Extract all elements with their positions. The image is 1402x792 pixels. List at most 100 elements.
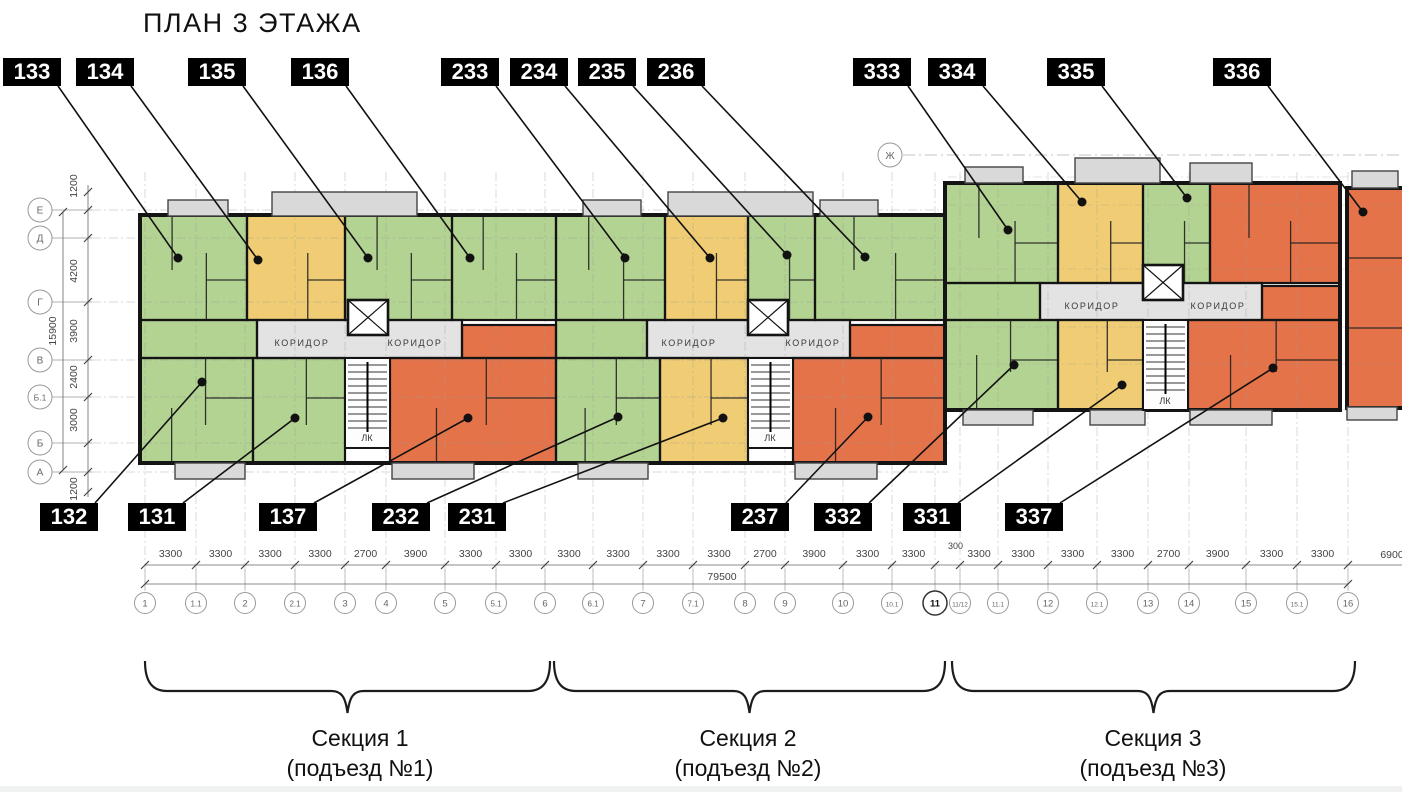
page-title: ПЛАН 3 ЭТАЖА — [143, 8, 362, 38]
unit-number: 231 — [459, 504, 496, 529]
unit-label-134[interactable]: 134 — [76, 58, 263, 265]
dimension-value: 2700 — [753, 548, 777, 560]
axis-bubble-А: А — [27, 459, 92, 485]
leader-dot — [1003, 225, 1013, 235]
dim-tick — [588, 560, 598, 570]
dimension-value: 3300 — [902, 548, 926, 560]
balcony — [1346, 406, 1398, 421]
svg-text:Б.1: Б.1 — [34, 393, 47, 403]
unit-number: 136 — [302, 59, 339, 84]
trailing-dim: 6900 — [1380, 549, 1402, 561]
leader-dot — [363, 253, 373, 263]
dimension-totals: 79500 6900 15900 — [47, 207, 1402, 589]
leader-dot — [613, 412, 623, 422]
svg-text:11/12: 11/12 — [952, 602, 968, 609]
svg-text:9: 9 — [782, 599, 787, 610]
dimension-value: 3300 — [967, 548, 991, 560]
unit-number: 331 — [914, 504, 951, 529]
svg-text:5.1: 5.1 — [490, 600, 502, 609]
unit-label-331[interactable]: 331 — [903, 380, 1127, 532]
elevator-shaft — [1141, 263, 1185, 302]
axis-bubble-11: 11 — [922, 590, 948, 616]
dim-tick — [955, 560, 965, 570]
unit-label-336[interactable]: 336 — [1213, 58, 1368, 217]
dim-tick — [638, 560, 648, 570]
leader-dot — [197, 377, 207, 387]
axis-bubble-13: 13 — [1137, 592, 1159, 614]
unit-label-337[interactable]: 337 — [1005, 363, 1278, 532]
dimension-value: 1200 — [68, 174, 80, 198]
unit-label-234[interactable]: 234 — [510, 58, 715, 263]
apartment-area — [462, 325, 556, 358]
dimension-value: 3300 — [1011, 548, 1035, 560]
dim-tick — [191, 560, 201, 570]
unit-label-135[interactable]: 135 — [188, 58, 373, 263]
balcony — [391, 462, 475, 480]
walls — [138, 157, 1402, 480]
unit-label-334[interactable]: 334 — [928, 58, 1087, 207]
leader-dot — [718, 413, 728, 423]
unit-label-132[interactable]: 132 — [40, 377, 207, 532]
dim-tick — [780, 560, 790, 570]
unit-label-136[interactable]: 136 — [291, 58, 475, 263]
axis-bubble-Е: Е — [27, 197, 92, 223]
unit-number: 235 — [589, 59, 626, 84]
unit-label-233[interactable]: 233 — [441, 58, 630, 263]
axis-bubble-2: 2 — [234, 592, 256, 614]
unit-label-133[interactable]: 133 — [3, 58, 183, 263]
balcony — [577, 462, 649, 480]
staircase — [344, 357, 391, 449]
dimension-value: 2700 — [354, 548, 378, 560]
elevator-shaft — [346, 298, 390, 337]
unit-label-236[interactable]: 236 — [647, 58, 870, 262]
unit-label-137[interactable]: 137 — [259, 413, 473, 532]
svg-text:4: 4 — [383, 599, 388, 610]
dim-tick — [688, 560, 698, 570]
unit-label-232[interactable]: 232 — [372, 412, 623, 532]
unit-label-333[interactable]: 333 — [853, 58, 1013, 235]
leader-dot — [1117, 380, 1127, 390]
axis-bubble-3: 3 — [334, 592, 356, 614]
unit-number: 131 — [139, 504, 176, 529]
apartment-area — [815, 215, 945, 320]
svg-text:Г: Г — [37, 298, 43, 309]
unit-label-237[interactable]: 237 — [731, 412, 873, 532]
apartment-area — [253, 358, 345, 463]
apartment-area — [1262, 286, 1340, 320]
balcony — [167, 199, 229, 217]
unit-number: 132 — [51, 504, 88, 529]
apartment-area — [660, 358, 748, 463]
svg-text:13: 13 — [1143, 599, 1154, 610]
dimension-value: 3900 — [404, 548, 428, 560]
axis-bubble-1.1: 1.1 — [185, 592, 207, 614]
dimension-value: 3300 — [1061, 548, 1085, 560]
axis-bubble-4: 4 — [375, 592, 397, 614]
staircase — [747, 357, 794, 449]
total-height-dim: 15900 — [47, 316, 59, 345]
unit-label-131[interactable]: 131 — [128, 413, 300, 532]
dim-tick — [440, 560, 450, 570]
apartment-area — [140, 358, 253, 463]
section-braces: Секция 1 (подъезд №1) Секция 2 (подъезд … — [143, 660, 1357, 781]
stair-label: ЛК — [361, 433, 373, 443]
dimension-value: 4200 — [68, 259, 80, 283]
axis-bubble-12: 12 — [1037, 592, 1059, 614]
apartment-area — [945, 283, 1040, 320]
unit-number: 134 — [87, 59, 124, 84]
svg-text:16: 16 — [1343, 599, 1354, 610]
dimension-value: 3300 — [707, 548, 731, 560]
corridor-label: КОРИДОР — [275, 338, 330, 348]
unit-label-235[interactable]: 235 — [578, 58, 792, 260]
unit-label-231[interactable]: 231 — [448, 413, 728, 532]
axis-zh: Ж — [877, 142, 1402, 168]
unit-label-332[interactable]: 332 — [814, 360, 1019, 532]
unit-label-335[interactable]: 335 — [1047, 58, 1192, 203]
section-3-entrance: (подъезд №3) — [1080, 755, 1227, 781]
dimension-value: 3000 — [68, 408, 80, 432]
svg-text:7: 7 — [640, 599, 645, 610]
dim-tick — [240, 560, 250, 570]
svg-text:2.1: 2.1 — [289, 600, 301, 609]
dimension-value: 3900 — [1206, 548, 1230, 560]
